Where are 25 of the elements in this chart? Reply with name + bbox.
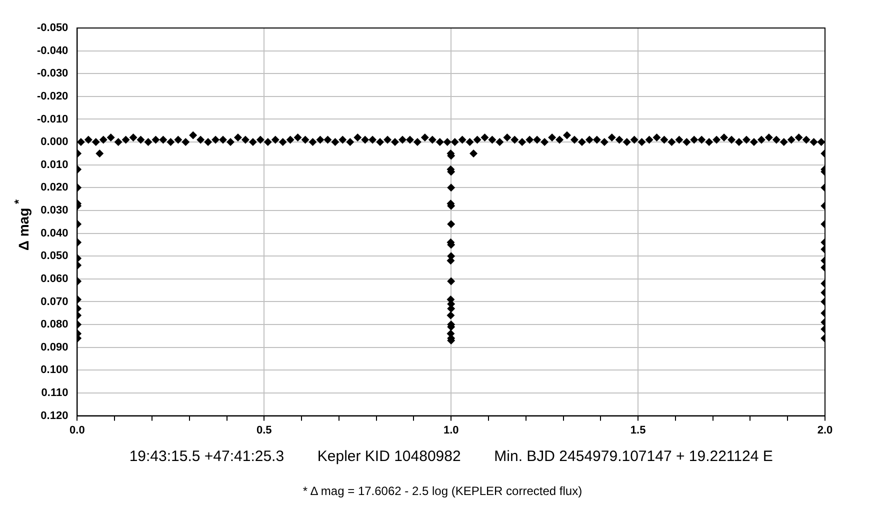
y-tick-label: -0.050 — [36, 22, 68, 34]
y-tick-label: 0.100 — [40, 364, 68, 376]
y-tick-label: -0.020 — [36, 90, 68, 102]
x-axis-title: 19:43:15.5 +47:41:25.3 Kepler KID 10480982 Min. BJD 2454979.107147 + 19.221124 E — [129, 448, 773, 466]
y-tick-label: -0.030 — [36, 68, 68, 80]
y-tick-label: 0.110 — [41, 387, 68, 400]
text: * Δ mag = 17.6062 - 2.5 log (KEPLER corrected flux) — [302, 484, 584, 498]
y-tick-label: 0.060 — [40, 272, 68, 285]
x-tick-label: 0.5 — [256, 424, 272, 436]
y-tick-label: 0.030 — [40, 204, 68, 217]
y-tick-label: 0.020 — [40, 182, 68, 194]
y-tick-label: 0.120 — [40, 410, 68, 422]
y-tick-label: 0.070 — [40, 296, 68, 308]
y-tick-label: 0.000 — [40, 136, 68, 148]
y-tick-label: 0.080 — [40, 318, 68, 331]
y-tick-label: -0.010 — [36, 113, 68, 126]
y-tick-label: 0.090 — [40, 341, 68, 354]
y-tick-label: 0.040 — [40, 227, 68, 240]
y-tick-label: 0.010 — [40, 158, 68, 171]
y-tick-label: -0.040 — [36, 44, 68, 57]
x-tick-label: 1.5 — [630, 424, 646, 436]
x-tick-label: 0.0 — [70, 424, 85, 436]
y-tick-label: 0.050 — [40, 250, 68, 262]
x-tick-label: 2.0 — [817, 424, 833, 436]
x-tick-label: 1.0 — [443, 424, 459, 436]
